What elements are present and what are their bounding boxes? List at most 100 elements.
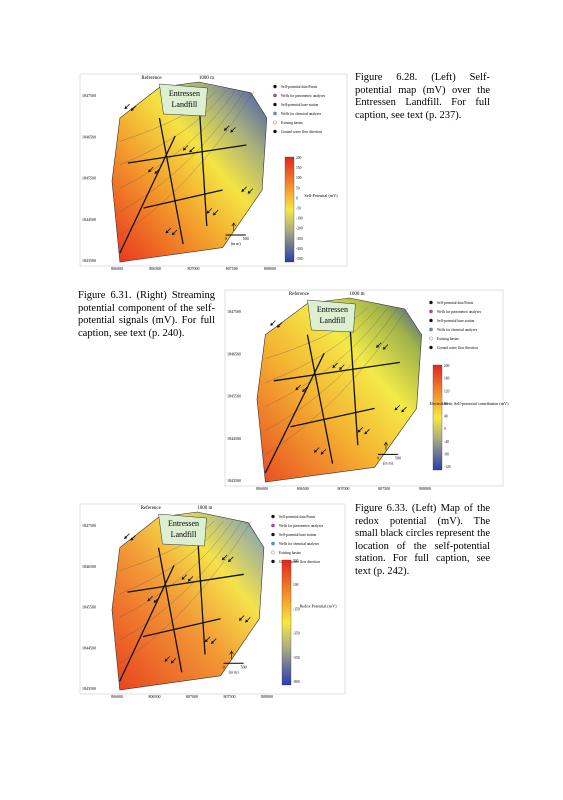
colorbar-label: -120 — [444, 465, 451, 469]
landfill-label: Entressen — [317, 305, 348, 314]
scale-label: 500 — [395, 455, 401, 460]
legend-label: Existing basins — [437, 337, 459, 341]
flow-arrow-head — [165, 230, 169, 234]
flow-arrow-head — [302, 388, 306, 392]
x-coordinate: 808000 — [261, 694, 273, 699]
contour — [265, 307, 379, 383]
road — [198, 99, 208, 227]
colorbar-label: -550 — [293, 656, 300, 660]
road — [119, 135, 176, 254]
y-coordinate: 1845500 — [227, 394, 241, 399]
y-coordinate: 1843500 — [82, 686, 96, 691]
flow-arrow-head — [270, 322, 274, 326]
reference-label: Reference — [289, 292, 310, 297]
colorbar-label: -400 — [296, 247, 303, 251]
flow-arrow-head — [187, 578, 191, 582]
flow-arrow-head — [154, 170, 158, 174]
flow-arrow-head — [394, 407, 398, 411]
flow-arrow-head — [130, 537, 134, 541]
landfill-label: Entressen — [168, 519, 199, 528]
road — [306, 334, 334, 464]
flow-arrow-head — [230, 129, 234, 133]
scale-label: (in m) — [383, 460, 394, 465]
landfill-label: Landfill — [320, 316, 347, 325]
legend-label: Wells for chemical analyses — [281, 112, 322, 116]
y-coordinate: 1845500 — [82, 605, 96, 610]
colorbar-label: -500 — [296, 257, 303, 261]
colorbar-title: Electrokinetic Self-potential contributi… — [430, 401, 510, 406]
road — [264, 352, 325, 474]
y-coordinate: 1847500 — [82, 523, 96, 528]
y-coordinate: 1843500 — [227, 478, 241, 483]
scale-label: (in m) — [231, 241, 242, 246]
y-coordinate: 1846500 — [82, 134, 96, 139]
legend-symbol — [429, 336, 433, 341]
legend-symbol — [273, 84, 277, 89]
flow-arrow-head — [130, 107, 134, 111]
legend-label: Ground water flow direction — [279, 560, 320, 564]
legend-symbol — [271, 541, 275, 546]
colorbar-label: 200 — [444, 364, 450, 368]
colorbar — [281, 559, 292, 686]
legend-label: Self-potential base station — [281, 103, 319, 107]
scale-label: 500 — [241, 664, 247, 669]
scale-label: 500 — [243, 236, 249, 241]
y-coordinate: 1845500 — [82, 176, 96, 181]
colorbar-label: -100 — [296, 217, 303, 221]
colorbar-label: -40 — [444, 440, 449, 444]
flow-arrow-head — [383, 346, 386, 350]
colorbar-label: 120 — [444, 389, 450, 393]
caption: Figure 6.33. (Left) Map of the redox pot… — [355, 503, 490, 577]
contour — [119, 90, 226, 165]
road — [127, 573, 244, 593]
x-coordinate: 806500 — [297, 486, 309, 491]
north-arrow — [229, 650, 234, 660]
x-coordinate: 808000 — [419, 486, 431, 491]
y-coordinate: 1844500 — [227, 436, 241, 441]
x-coordinate: 807000 — [188, 266, 200, 271]
north-arrow — [231, 222, 237, 231]
y-coordinate: 1847500 — [82, 93, 96, 98]
legend-symbol — [271, 559, 275, 564]
legend-label: Self-potential data Points — [281, 85, 318, 89]
flow-arrow-head — [376, 344, 380, 348]
distance-label: 1000 m — [197, 506, 212, 511]
contour — [119, 520, 252, 664]
scale-label: (in m) — [229, 669, 240, 674]
flow-arrow-head — [245, 619, 249, 623]
road — [119, 565, 175, 682]
flow-arrow-head — [228, 558, 232, 562]
x-coordinate: 807500 — [378, 486, 390, 491]
colorbar-label: 200 — [296, 156, 302, 160]
legend-label: Wells for piezometric analyses — [437, 310, 482, 314]
road — [273, 361, 400, 382]
road — [290, 407, 375, 428]
flow-arrow-head — [189, 149, 193, 153]
legend-label: Wells for piezometric analyses — [281, 94, 326, 98]
road — [127, 144, 247, 164]
contour — [119, 520, 224, 595]
colorbar-label: 0 — [444, 427, 446, 431]
road — [158, 117, 184, 245]
legend-symbol — [273, 111, 277, 116]
flow-arrow-head — [339, 366, 343, 370]
x-coordinate: 806000 — [256, 486, 268, 491]
x-coordinate: 806000 — [111, 266, 123, 271]
legend-label: Ground water flow direction — [281, 130, 322, 134]
legend-symbol — [271, 514, 275, 519]
flow-arrow-head — [181, 576, 185, 580]
flow-arrow-head — [124, 535, 128, 539]
legend-symbol — [429, 345, 433, 350]
flow-arrow-head — [320, 451, 324, 455]
flow-arrow-head — [239, 617, 243, 621]
caption: Figure 6.31. (Right) Streaming potential… — [78, 290, 215, 339]
distance-label: 1000 m — [349, 292, 364, 297]
y-coordinate: 1846500 — [227, 351, 241, 356]
road — [348, 316, 359, 446]
legend-label: Existing basins — [279, 551, 301, 555]
road — [196, 529, 206, 655]
contour — [119, 90, 236, 189]
road — [157, 547, 183, 673]
colorbar-label: -200 — [296, 227, 303, 231]
legend-label: Self-potential data Points — [279, 515, 316, 519]
